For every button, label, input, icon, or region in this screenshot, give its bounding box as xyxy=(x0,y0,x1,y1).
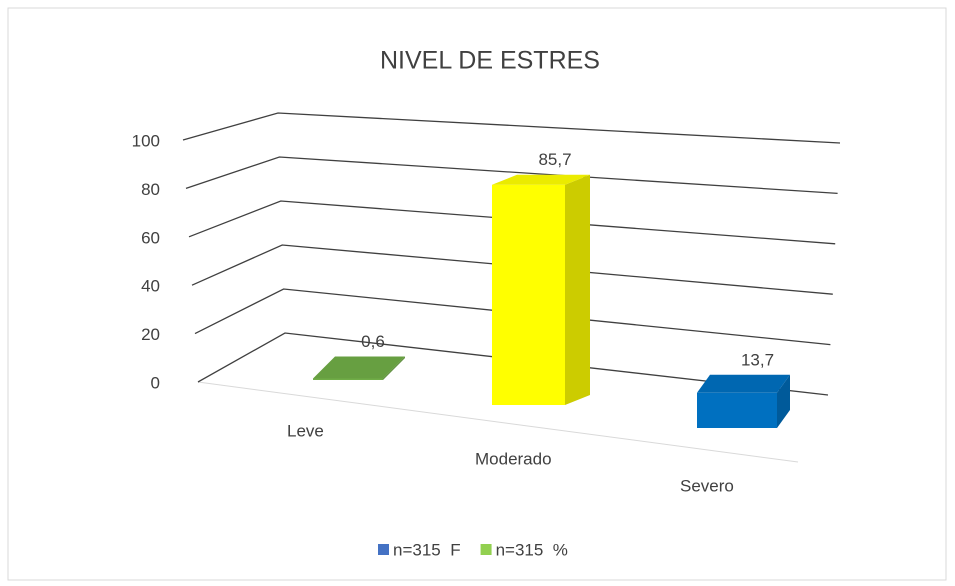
grid-line xyxy=(188,200,836,245)
y-tick-label: 40 xyxy=(141,277,160,296)
grid-line xyxy=(185,156,838,195)
grid-line xyxy=(191,244,833,295)
legend-swatch xyxy=(480,544,492,555)
bar-front xyxy=(697,392,777,428)
data-label: 85,7 xyxy=(538,150,571,169)
y-tick-label: 80 xyxy=(141,180,160,199)
y-tick-label: 100 xyxy=(132,131,160,150)
data-label: 0,6 xyxy=(361,332,385,351)
bar-top xyxy=(697,374,790,393)
bar-side xyxy=(383,356,405,380)
legend-label: n=315 F xyxy=(393,540,461,559)
bar-front xyxy=(492,184,565,405)
chart-frame xyxy=(7,7,947,581)
floor-edge xyxy=(197,381,799,463)
y-tick-label: 0 xyxy=(151,373,160,392)
legend-swatch xyxy=(378,544,389,555)
y-tick-label: 60 xyxy=(141,228,160,247)
grid-line xyxy=(194,288,831,346)
bar-side xyxy=(565,174,590,405)
bar-side xyxy=(777,374,790,428)
y-tick-label: 20 xyxy=(141,325,160,344)
grid-line xyxy=(197,332,829,396)
grid-line xyxy=(182,112,841,144)
x-tick-label: Severo xyxy=(680,476,734,495)
data-label: 13,7 xyxy=(741,350,774,369)
bar-top xyxy=(492,174,590,185)
x-tick-label: Moderado xyxy=(475,449,552,468)
legend-label: n=315 % xyxy=(496,540,568,559)
bar-front xyxy=(313,378,383,380)
chart-title: NIVEL DE ESTRES xyxy=(380,47,600,75)
bar-top xyxy=(313,356,405,379)
x-tick-label: Leve xyxy=(287,421,324,440)
